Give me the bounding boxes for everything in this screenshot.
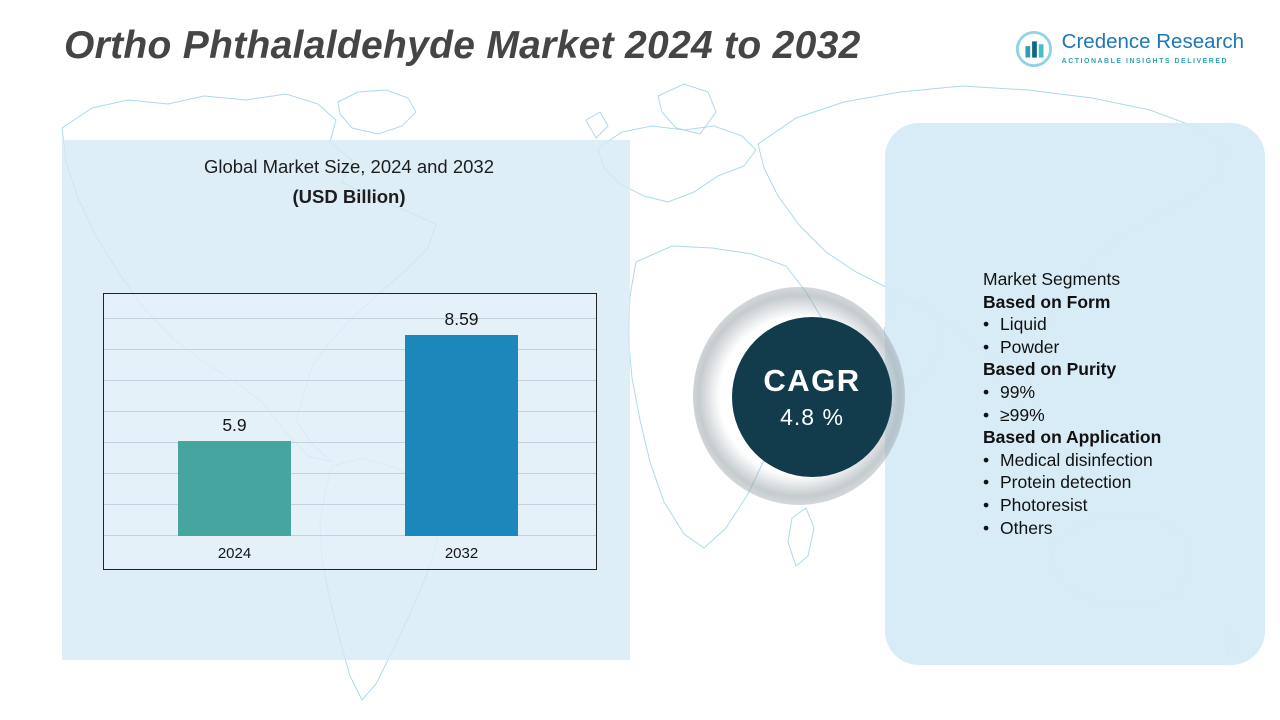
cagr-label: CAGR <box>763 363 861 398</box>
cagr-badge: CAGR 4.8 % <box>732 317 892 477</box>
chart-title: Global Market Size, 2024 and 2032 <box>203 156 495 177</box>
credence-research-logo: Credence Research ACTIONABLE INSIGHTS DE… <box>1015 30 1244 68</box>
bullet-icon <box>983 336 1000 359</box>
bar-value-label-2024: 5.9 <box>222 415 247 435</box>
segment-item: ≥99% <box>983 404 1253 427</box>
bullet-icon <box>983 381 1000 404</box>
bar-chart: 5.9 8.59 2024 2032 <box>103 293 597 570</box>
segment-item-label: Others <box>1000 517 1053 538</box>
bullet-icon <box>983 313 1000 336</box>
bar-value-label-2032: 8.59 <box>444 309 479 329</box>
bullet-icon <box>983 471 1000 494</box>
segment-item: Medical disinfection <box>983 449 1253 472</box>
segment-item-label: Medical disinfection <box>1000 449 1153 470</box>
cagr-value: 4.8 % <box>780 404 844 430</box>
segment-item-label: Powder <box>1000 336 1060 357</box>
segment-item-label: Photoresist <box>1000 494 1088 515</box>
segments-title: Market Segments <box>983 269 1121 289</box>
segment-item: Protein detection <box>983 471 1253 494</box>
credence-logo-icon <box>1015 30 1052 68</box>
x-axis-label-2024: 2024 <box>217 545 252 562</box>
segment-item-label: Protein detection <box>1000 472 1132 493</box>
logo-name: Credence Research <box>1061 30 1244 53</box>
bar-2032 <box>405 335 518 536</box>
bullet-icon <box>983 449 1000 472</box>
segment-item-label: 99% <box>1000 381 1036 402</box>
bullet-icon <box>983 517 1000 540</box>
bar-2024 <box>178 441 291 536</box>
segment-group-heading-purity: Based on Purity <box>983 359 1117 380</box>
logo-text: Credence Research ACTIONABLE INSIGHTS DE… <box>1062 30 1244 65</box>
segment-item: Powder <box>983 336 1253 359</box>
chart-unit: (USD Billion) <box>292 186 406 207</box>
segment-item-label: Liquid <box>1000 314 1047 335</box>
bullet-icon <box>983 494 1000 517</box>
segment-item: Photoresist <box>983 494 1253 517</box>
market-segments-list: Market Segments Based on Form Liquid Pow… <box>983 268 1253 539</box>
logo-tagline: ACTIONABLE INSIGHTS DELIVERED <box>1061 58 1229 65</box>
segment-item: Liquid <box>983 313 1253 336</box>
segment-item: Others <box>983 517 1253 540</box>
segment-item: 99% <box>983 381 1253 404</box>
bar-group-2032: 8.59 <box>405 309 518 536</box>
page-title: Ortho Phthalaldehyde Market 2024 to 2032 <box>64 24 861 67</box>
x-axis-label-2032: 2032 <box>444 545 479 562</box>
segment-item-label: ≥99% <box>1000 404 1045 425</box>
chart-heading: Global Market Size, 2024 and 2032 (USD B… <box>103 156 595 208</box>
plot-area: 5.9 8.59 <box>104 294 596 536</box>
bullet-icon <box>983 404 1000 427</box>
segment-group-heading-application: Based on Application <box>983 427 1162 448</box>
segment-group-heading-form: Based on Form <box>983 291 1111 312</box>
bar-group-2024: 5.9 <box>178 415 291 536</box>
segments-panel <box>885 123 1265 665</box>
